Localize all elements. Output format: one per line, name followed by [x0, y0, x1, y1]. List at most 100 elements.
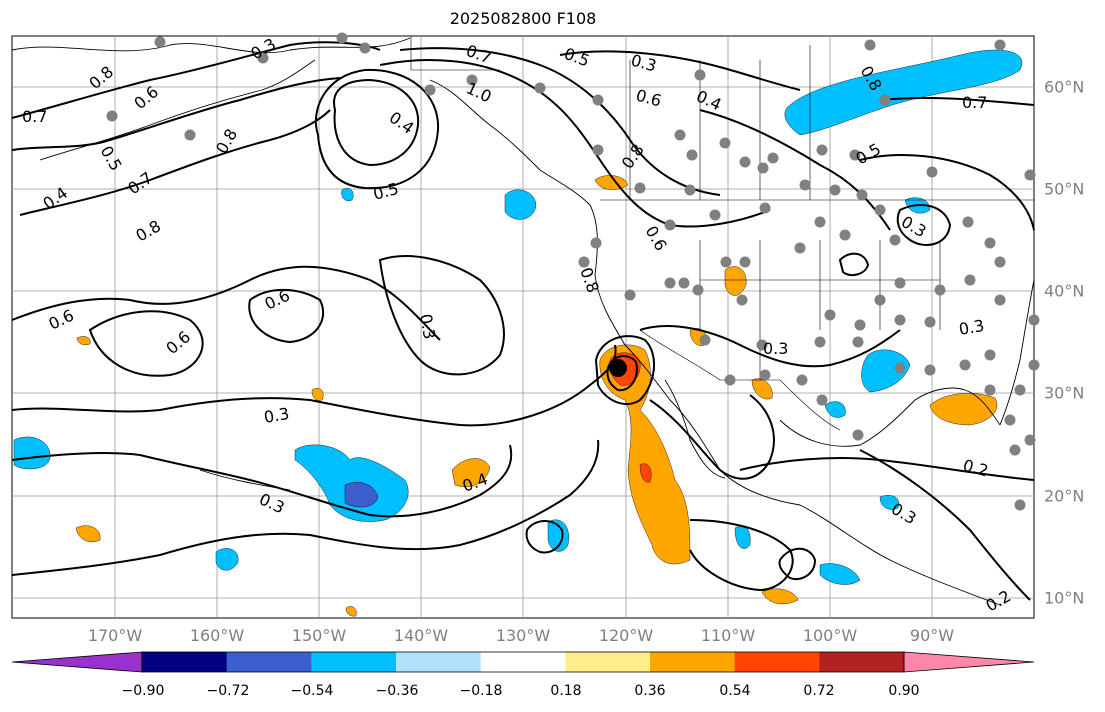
colorbar-segment	[734, 652, 820, 672]
contour-storm-outer	[594, 335, 656, 405]
station-dot	[624, 289, 636, 301]
colorbar-tick-label: −0.36	[375, 683, 419, 699]
contour-0-7-north	[11, 41, 381, 119]
station-dot	[816, 394, 828, 406]
blue-area-gulf	[861, 349, 911, 393]
colorbar-outline	[141, 651, 905, 673]
blue-area-small-3	[547, 519, 569, 552]
contour-east-small	[838, 252, 870, 277]
orange-area-baja	[599, 344, 691, 565]
border-alaska	[410, 36, 500, 71]
station-dot	[794, 242, 806, 254]
station-dot	[816, 144, 828, 156]
station-dot	[852, 336, 864, 348]
coastlines	[11, 37, 1035, 606]
station-dot	[359, 42, 371, 54]
station-dot	[739, 156, 751, 168]
station-dot	[962, 216, 974, 228]
station-dot	[1004, 414, 1016, 426]
contour-label: 0.3	[957, 316, 985, 339]
contour-0-5-east	[859, 154, 1035, 231]
lon-label-100w: 100°W	[802, 626, 858, 645]
lon-label-130w: 130°W	[495, 626, 551, 645]
station-dot	[578, 256, 590, 268]
station-dot	[736, 294, 748, 306]
colorbar-tick-label: 0.54	[719, 683, 751, 699]
border-us-mexico	[639, 329, 841, 431]
station-dot	[824, 309, 836, 321]
lat-label-30n: 30°N	[1044, 383, 1085, 403]
colorbar-tick-label: −0.18	[459, 683, 503, 699]
station-dot	[106, 110, 118, 122]
station-dot	[964, 274, 976, 286]
station-dot	[1024, 169, 1036, 181]
contour-storm-inner	[606, 355, 638, 392]
station-dot	[719, 137, 731, 149]
colorbar-tick-label: 0.18	[550, 683, 582, 699]
orange-area-small-3	[76, 336, 91, 345]
colorbar-segment	[142, 652, 228, 672]
colorbar-tick-label: 0.36	[634, 683, 666, 699]
station-dot	[894, 277, 906, 289]
station-dot	[959, 359, 971, 371]
coast-baja	[664, 379, 726, 479]
colorbar-segment	[226, 652, 312, 672]
orange-area-small-4	[345, 606, 357, 617]
colorbar-segment	[396, 652, 482, 672]
station-dot	[634, 182, 646, 194]
blue-area-west	[13, 436, 51, 470]
contour-low-center	[333, 78, 420, 167]
station-dot	[1014, 384, 1026, 396]
blue-area-small-1	[341, 188, 354, 202]
station-dot	[879, 94, 891, 106]
station-dot	[814, 216, 826, 228]
station-dot	[534, 82, 546, 94]
lon-label-110w: 110°W	[700, 626, 756, 645]
contour-0-7-east	[879, 96, 1035, 106]
orange-area-pacific	[451, 458, 491, 488]
orange-area-west	[75, 525, 101, 543]
colorbar-segment	[565, 652, 651, 672]
coast-west-north-america	[429, 79, 1001, 606]
station-dot	[1028, 359, 1040, 371]
station-dot	[694, 69, 706, 81]
station-dot	[924, 316, 936, 328]
station-dot	[720, 256, 732, 268]
station-dot	[592, 94, 604, 106]
orange-area-mexico	[751, 378, 773, 400]
lon-label-150w: 150°W	[291, 626, 347, 645]
station-dot	[874, 294, 886, 306]
station-dot	[984, 349, 996, 361]
colorbar-tick-label: 0.90	[888, 683, 920, 699]
station-dot	[1014, 499, 1026, 511]
station-dot	[926, 166, 938, 178]
station-dot	[994, 294, 1006, 306]
station-dot	[257, 52, 269, 64]
lat-label-40n: 40°N	[1044, 281, 1085, 301]
station-dot	[684, 184, 696, 196]
orange-area-small-2	[761, 588, 799, 605]
station-dot	[678, 277, 690, 289]
station-dot	[814, 336, 826, 348]
station-dot	[829, 184, 841, 196]
red-area-south	[639, 463, 652, 483]
station-dot	[759, 369, 771, 381]
shaded-anomalies	[13, 49, 1023, 617]
colorbar-tick-label: −0.90	[121, 683, 165, 699]
station-dot	[664, 219, 676, 231]
coast-alaska-north	[11, 37, 411, 54]
contour-0-5-north	[19, 109, 331, 216]
station-dot	[756, 339, 768, 351]
station-dot	[994, 39, 1006, 51]
colorbar-tick-label: −0.72	[206, 683, 250, 699]
station-dot	[692, 284, 704, 296]
lat-label-20n: 20°N	[1044, 486, 1085, 506]
station-dot	[686, 149, 698, 161]
station-dot	[854, 319, 866, 331]
station-dot	[724, 374, 736, 386]
lat-label-10n: 10°N	[1044, 588, 1085, 608]
orange-area-small-1	[311, 388, 324, 401]
contour-0-3-south	[11, 444, 513, 518]
station-dot	[1024, 434, 1036, 446]
